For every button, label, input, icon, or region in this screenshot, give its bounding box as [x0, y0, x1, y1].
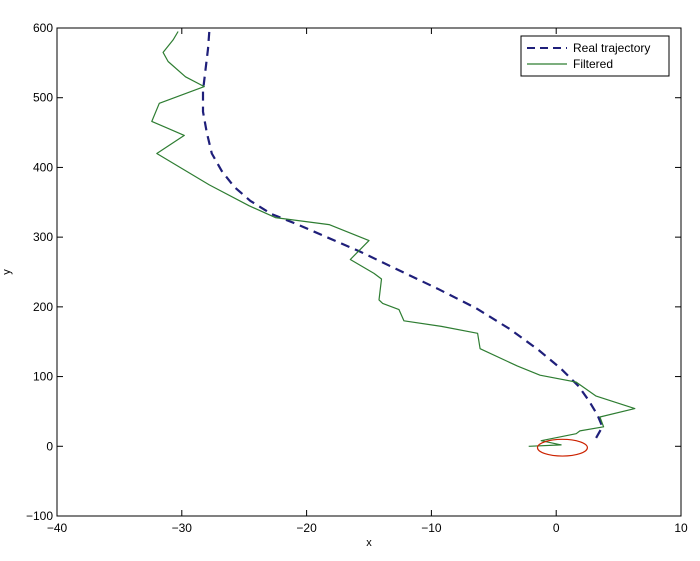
plot-background: [57, 28, 681, 516]
legend-label: Real trajectory: [573, 41, 650, 55]
plot-frame: [56, 27, 682, 517]
legend-label: Filtered: [573, 57, 613, 71]
y-tick-label: 200: [33, 300, 53, 314]
y-tick-label: 400: [33, 160, 53, 174]
x-tick-label: 10: [674, 521, 688, 535]
legend: Real trajectory Filtered: [520, 35, 670, 77]
x-axis-label: x: [366, 537, 372, 549]
x-tick-label: 0: [553, 521, 560, 535]
plot-area: [57, 28, 681, 516]
legend-box: [520, 35, 670, 77]
series-line-filtered: [151, 31, 636, 447]
y-axis-label: y: [1, 269, 13, 275]
series-line-real-trajectory: [201, 31, 604, 439]
y-tick-label: 0: [46, 439, 53, 453]
y-tick-label: 500: [33, 91, 53, 105]
x-tick-label: −40: [47, 521, 68, 535]
y-tick-label: −100: [26, 509, 53, 523]
x-tick-label: −10: [421, 521, 442, 535]
x-tick-label: −20: [296, 521, 317, 535]
y-tick-label: 100: [33, 370, 53, 384]
series-layer: [151, 31, 636, 457]
y-tick-label: 600: [33, 21, 53, 35]
y-tick-label: 300: [33, 230, 53, 244]
x-tick-label: −30: [172, 521, 193, 535]
uncertainty-ellipse: [536, 438, 588, 457]
